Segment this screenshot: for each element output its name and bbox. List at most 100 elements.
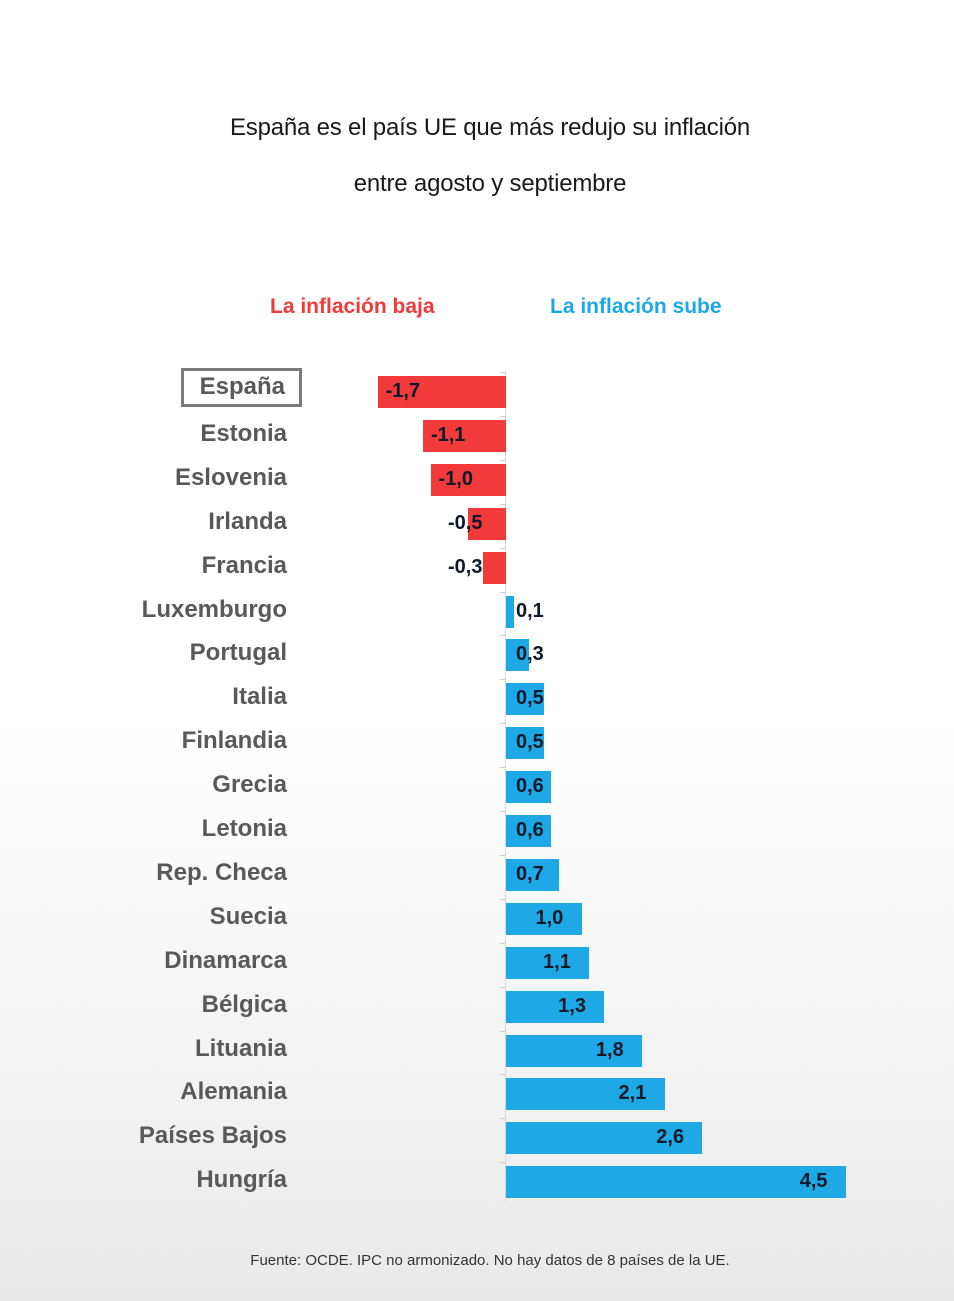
category-label: España bbox=[180, 368, 302, 407]
axis-tick bbox=[500, 372, 506, 373]
category-label: Letonia bbox=[201, 815, 287, 842]
bar-row: Rep. Checa 0,7 bbox=[0, 853, 954, 897]
axis-tick bbox=[500, 1118, 506, 1120]
bar-row: Francia -0,3 bbox=[0, 546, 954, 590]
bar-row: Finlandia 0,5 bbox=[0, 721, 954, 765]
category-label: Irlanda bbox=[208, 507, 287, 535]
bar-positive bbox=[506, 1078, 665, 1111]
bar-positive bbox=[506, 1034, 642, 1067]
value-label: 0,5 bbox=[516, 731, 544, 754]
bar-positive bbox=[506, 639, 529, 672]
legend-negative: La inflación baja bbox=[270, 295, 435, 318]
axis-tick bbox=[500, 1030, 506, 1032]
axis-tick bbox=[500, 811, 506, 812]
category-label: Luxemburgo bbox=[141, 595, 287, 623]
category-label: Italia bbox=[232, 683, 287, 711]
bar-row: Hungría 4,5 bbox=[0, 1160, 954, 1204]
axis-tick bbox=[500, 854, 506, 856]
bar-row: Eslovenia -1,0 bbox=[0, 458, 954, 502]
category-label: Dinamarca bbox=[164, 946, 287, 974]
category-label: Alemania bbox=[180, 1078, 287, 1106]
axis-tick bbox=[500, 679, 506, 681]
value-label: -1,7 bbox=[385, 380, 421, 402]
chart-title-line1: España es el país UE que más redujo su i… bbox=[229, 114, 751, 141]
axis-tick bbox=[500, 547, 506, 549]
bar-row: Dinamarca 1,1 bbox=[0, 941, 954, 985]
axis-tick bbox=[500, 591, 506, 593]
axis-tick bbox=[500, 503, 506, 505]
category-label: Hungría bbox=[196, 1166, 287, 1194]
value-label: 0,3 bbox=[516, 643, 544, 666]
bar-positive bbox=[506, 727, 544, 760]
category-label: Lituania bbox=[194, 1034, 287, 1062]
value-label: 4,5 bbox=[799, 1170, 828, 1193]
value-label: -1,1 bbox=[430, 423, 466, 446]
axis-tick bbox=[500, 986, 506, 988]
legend-positive: La inflación sube bbox=[550, 295, 722, 318]
category-label: Rep. Checa bbox=[156, 858, 287, 886]
axis-tick bbox=[500, 767, 506, 769]
bar-row: Grecia 0,6 bbox=[0, 765, 954, 809]
axis-tick bbox=[500, 1074, 506, 1076]
bar-positive bbox=[506, 990, 605, 1023]
category-label: Bélgica bbox=[201, 990, 287, 1018]
value-label: 0,6 bbox=[516, 775, 544, 798]
category-label: Países Bajos bbox=[138, 1122, 287, 1150]
bar-positive bbox=[506, 595, 514, 628]
bar-row: Países Bajos 2,6 bbox=[0, 1116, 954, 1160]
source-note: Fuente: OCDE. IPC no armonizado. No hay … bbox=[250, 1252, 730, 1269]
value-label: 1,8 bbox=[595, 1038, 624, 1061]
value-label: 1,0 bbox=[535, 906, 564, 929]
bar-negative bbox=[422, 419, 506, 452]
category-label: Estonia bbox=[200, 419, 287, 447]
value-label: 0,1 bbox=[516, 599, 544, 622]
bar-positive bbox=[506, 1122, 703, 1155]
category-label: Grecia bbox=[212, 771, 287, 799]
category-label: Suecia bbox=[209, 902, 287, 930]
value-label: -1,0 bbox=[438, 467, 473, 490]
bar-row: Bélgica 1,3 bbox=[0, 985, 954, 1029]
value-label: 1,1 bbox=[543, 950, 571, 973]
zero-axis-line bbox=[505, 372, 506, 1202]
category-label: Francia bbox=[201, 551, 287, 579]
bar-row: España -1,7 bbox=[0, 368, 954, 414]
bar-row: Irlanda -0,5 bbox=[0, 502, 954, 546]
value-label: -0,5 bbox=[448, 511, 483, 534]
value-label: 0,6 bbox=[516, 819, 544, 841]
axis-tick bbox=[500, 723, 506, 725]
bar-negative bbox=[430, 463, 506, 496]
bar-positive bbox=[506, 1166, 846, 1199]
value-label: 1,3 bbox=[558, 994, 586, 1017]
bar-row: Letonia 0,6 bbox=[0, 809, 954, 853]
axis-tick bbox=[500, 1162, 506, 1164]
bar-row: Luxemburgo 0,1 bbox=[0, 590, 954, 634]
category-label: Portugal bbox=[189, 639, 287, 667]
bar-row: Estonia -1,1 bbox=[0, 414, 954, 458]
chart-title-line2: entre agosto y septiembre bbox=[353, 170, 627, 197]
bar-positive bbox=[506, 683, 544, 716]
value-label: 2,1 bbox=[618, 1082, 647, 1105]
bar-positive bbox=[506, 771, 552, 804]
value-label: 0,5 bbox=[516, 687, 544, 710]
bar-row: Alemania 2,1 bbox=[0, 1072, 954, 1116]
category-label: Finlandia bbox=[181, 727, 287, 755]
axis-tick bbox=[500, 459, 506, 461]
value-label: 2,6 bbox=[656, 1126, 685, 1149]
bar-positive bbox=[506, 815, 552, 847]
bar-negative bbox=[483, 551, 506, 584]
axis-tick bbox=[500, 415, 506, 417]
bar-positive bbox=[506, 858, 559, 891]
bar-row: Italia 0,5 bbox=[0, 677, 954, 721]
axis-tick bbox=[500, 635, 506, 637]
bar-negative bbox=[377, 376, 506, 408]
bar-row: Portugal 0,3 bbox=[0, 633, 954, 677]
bar-row: Suecia 1,0 bbox=[0, 897, 954, 941]
value-label: -0,3 bbox=[448, 555, 483, 578]
category-label: Eslovenia bbox=[174, 463, 287, 491]
bar-negative bbox=[468, 507, 506, 540]
bar-positive bbox=[506, 946, 590, 979]
axis-tick bbox=[500, 898, 506, 900]
axis-tick bbox=[500, 942, 506, 944]
bar-row: Lituania 1,8 bbox=[0, 1029, 954, 1073]
